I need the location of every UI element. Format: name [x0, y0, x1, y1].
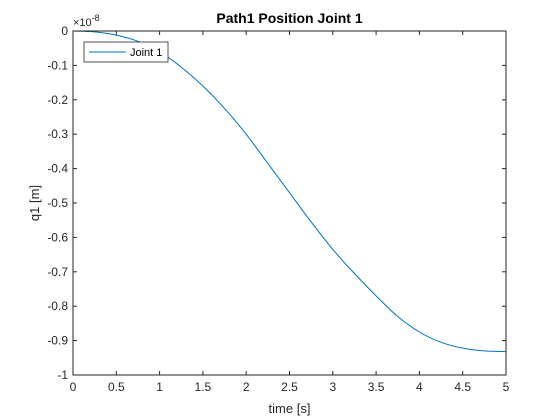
y-axis-label: q1 [m] — [27, 185, 42, 221]
x-tick-label: 3 — [329, 380, 336, 394]
x-tick-label: 1.5 — [195, 380, 212, 394]
x-tick-label: 2 — [243, 380, 250, 394]
x-tick-label: 2.5 — [281, 380, 298, 394]
x-axis-label: time [s] — [269, 401, 311, 416]
y-tick-label: -0.7 — [47, 265, 68, 279]
x-tick-label: 0.5 — [108, 380, 125, 394]
y-exponent-label: ×10-8 — [73, 13, 100, 29]
y-tick-label: -1 — [57, 368, 68, 382]
legend: Joint 1 — [83, 41, 169, 63]
x-tick-label: 4 — [416, 380, 423, 394]
y-tick-label: -0.5 — [47, 196, 68, 210]
x-tick-label: 4.5 — [454, 380, 471, 394]
legend-label-joint-1: Joint 1 — [130, 47, 162, 59]
y-tick-label: -0.4 — [47, 162, 68, 176]
y-tick-label: 0 — [61, 24, 68, 38]
y-tick-label: -0.2 — [47, 93, 68, 107]
y-tick-label: -0.3 — [47, 127, 68, 141]
y-tick-label: -0.9 — [47, 334, 68, 348]
y-tick-label: -0.6 — [47, 230, 68, 244]
x-tick-label: 3.5 — [368, 380, 385, 394]
y-exponent-base: ×10 — [73, 17, 92, 29]
y-tick-label: -0.1 — [47, 58, 68, 72]
y-tick-label: -0.8 — [47, 299, 68, 313]
x-tick-label: 5 — [503, 380, 510, 394]
x-tick-label: 1 — [156, 380, 163, 394]
plot-area — [73, 31, 506, 375]
chart-title: Path1 Position Joint 1 — [216, 10, 362, 26]
y-exponent-power: -8 — [92, 13, 100, 23]
ticks-layer: 0 0.5 1 1.5 2 2.5 3 3.5 4 4.5 5 0 -0.1 -0.2 -0.3 -0.4 -0… — [47, 24, 509, 394]
x-tick-label: 0 — [70, 380, 77, 394]
